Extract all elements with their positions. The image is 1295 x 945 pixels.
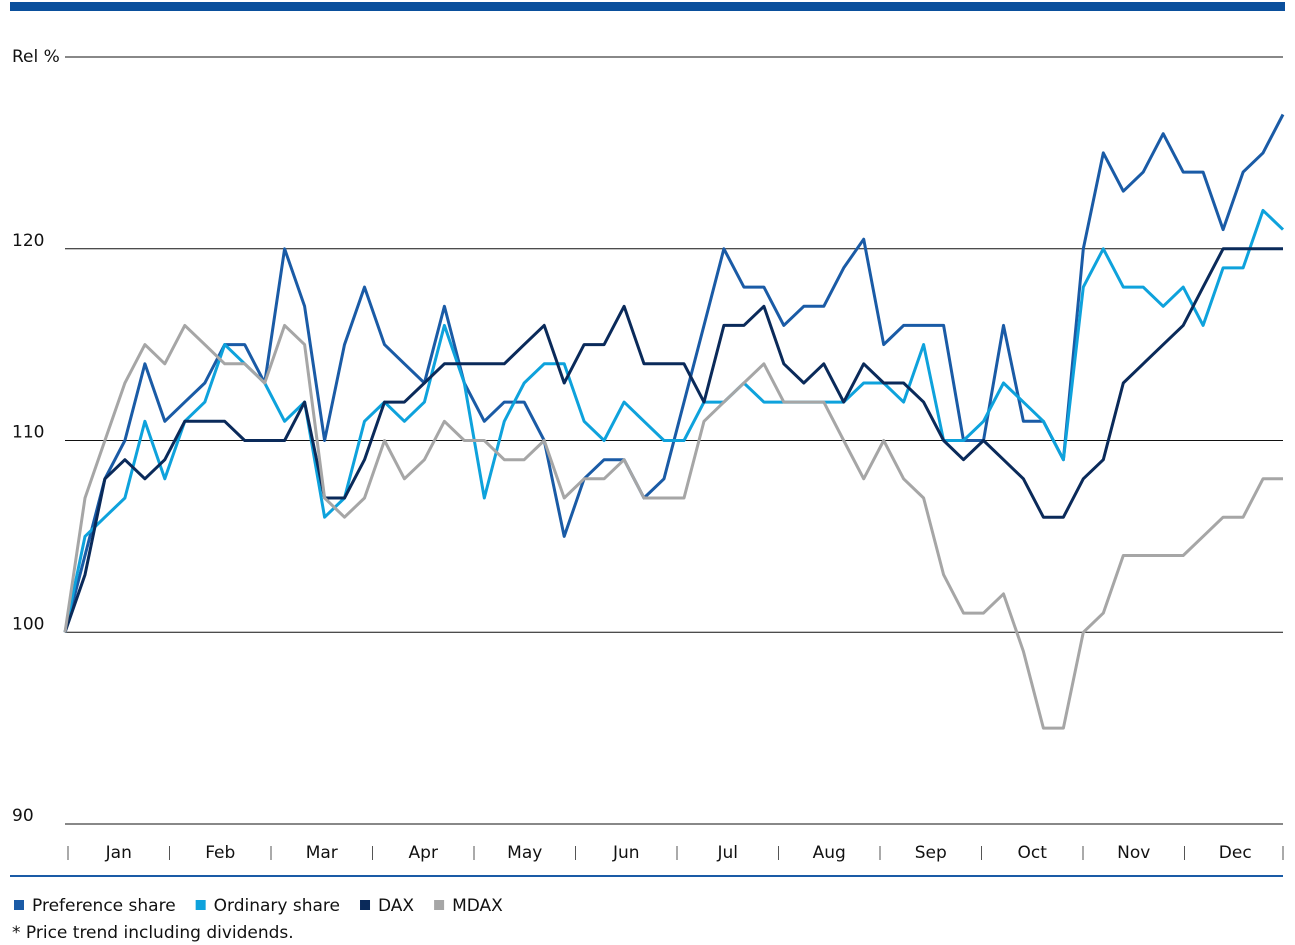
legend-label: MDAX [452, 896, 503, 916]
x-tick-label: Jan [105, 843, 132, 863]
series-line [63, 247, 1283, 633]
x-tick-label: Mar [306, 843, 338, 863]
x-tick-label: Nov [1117, 843, 1150, 863]
legend-label: Ordinary share [214, 896, 340, 916]
x-tick-label: Sep [915, 843, 947, 863]
legend-label: DAX [378, 896, 414, 916]
x-tick-label: May [507, 843, 542, 863]
y-tick-label: 90 [12, 806, 34, 826]
legend-swatch [14, 900, 24, 910]
x-tick-label: Dec [1219, 843, 1252, 863]
x-tick-label: Apr [409, 843, 438, 863]
series-line [63, 113, 1285, 633]
top-bar [10, 2, 1285, 11]
series-line [63, 323, 1283, 730]
legend-swatch [360, 900, 371, 910]
y-tick-label: 120 [12, 231, 44, 251]
x-tick-label: Jun [612, 843, 640, 863]
legend-swatch [195, 900, 206, 910]
x-tick-label: Aug [813, 843, 846, 863]
y-tick-label: 100 [12, 614, 44, 634]
x-tick-label: Jul [716, 843, 738, 863]
x-tick-label: Oct [1018, 843, 1048, 863]
x-tick-label: Feb [205, 843, 235, 863]
footnote: * Price trend including dividends. [12, 923, 294, 943]
y-axis-label: Rel % [12, 47, 60, 67]
legend-label: Preference share [32, 896, 176, 916]
y-tick-label: 110 [12, 423, 44, 443]
legend-swatch [434, 900, 445, 910]
series-line [63, 208, 1285, 633]
